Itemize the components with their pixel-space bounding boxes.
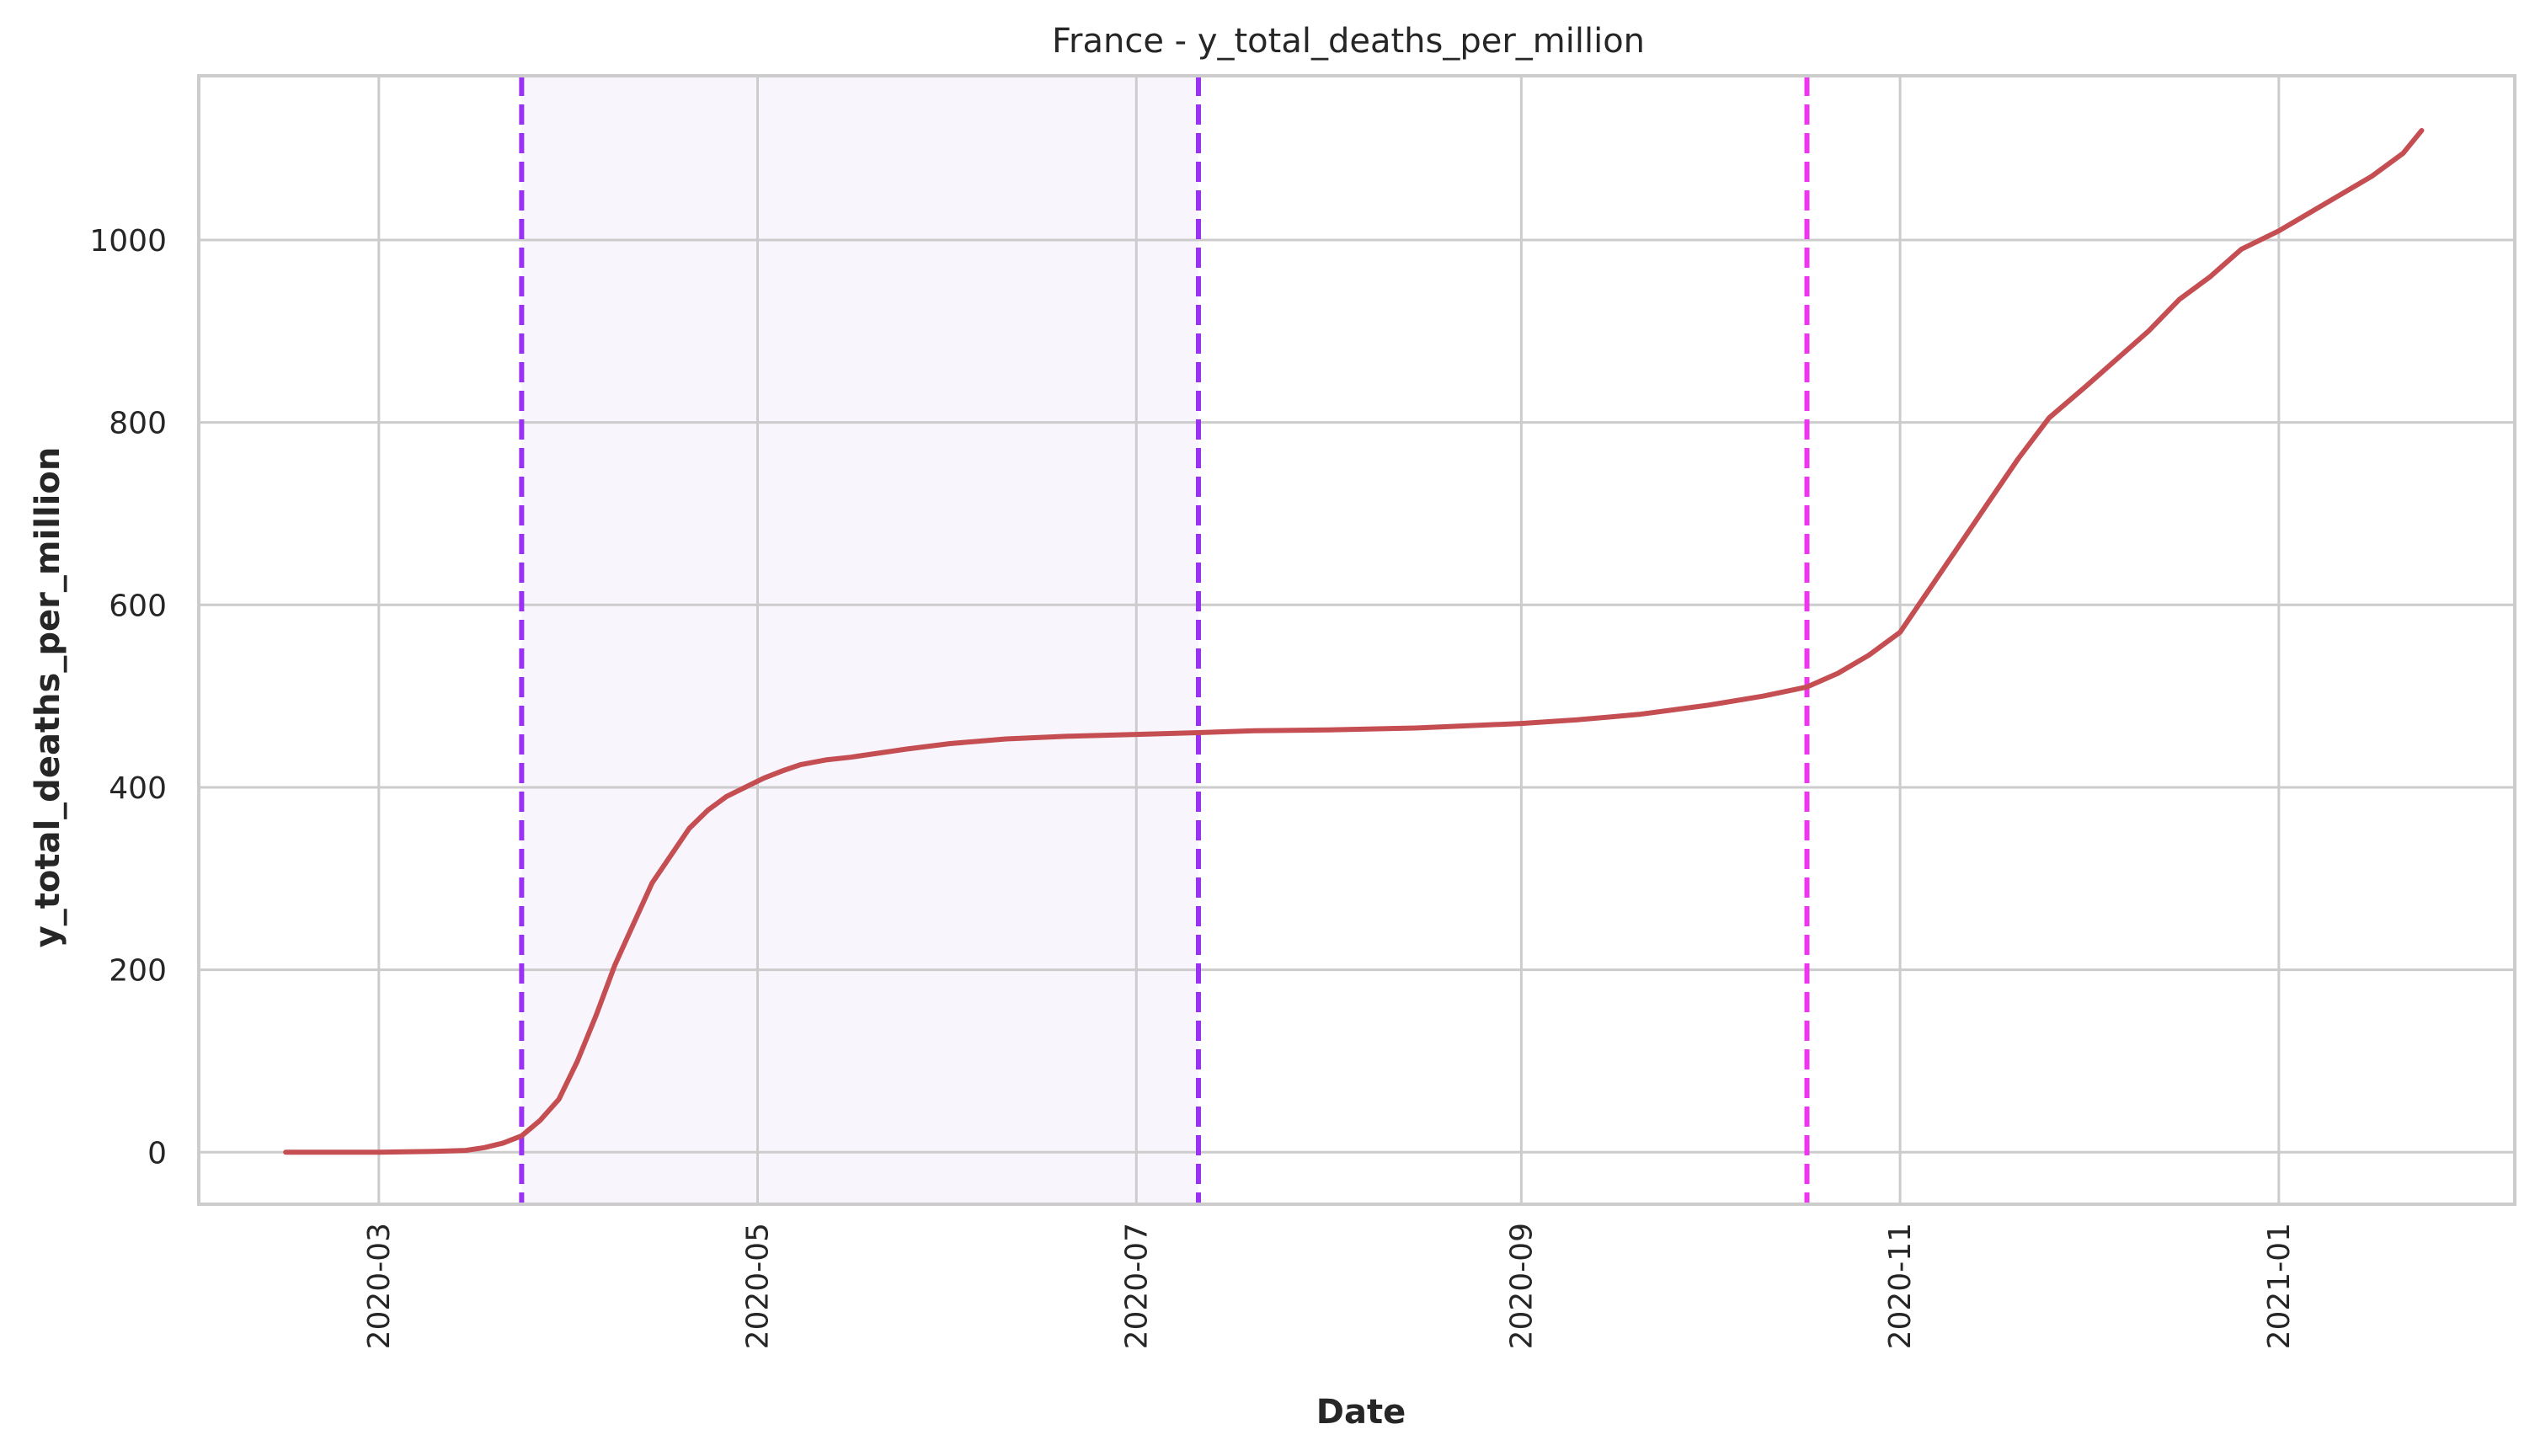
chart-title: France - y_total_deaths_per_million (1052, 22, 1645, 61)
y-tick-label: 600 (109, 589, 167, 623)
x-tick-label: 2020-05 (741, 1223, 776, 1349)
y-tick-label: 0 (147, 1136, 167, 1171)
x-tick-label: 2020-03 (362, 1223, 397, 1349)
y-tick-label: 200 (109, 954, 167, 989)
x-tick-label: 2021-01 (2262, 1223, 2297, 1349)
x-tick-label: 2020-09 (1504, 1223, 1539, 1349)
shaded-region (521, 76, 1198, 1204)
y-tick-label: 1000 (89, 224, 167, 259)
x-axis-label: Date (1316, 1393, 1406, 1432)
y-axis-label: y_total_deaths_per_million (29, 447, 67, 948)
series-line-1 (283, 128, 2425, 1155)
x-tick-label: 2020-11 (1883, 1223, 1918, 1349)
plot-frame (197, 74, 2516, 1206)
plot-area: 2020-03 2020-05 2020-07 2020-09 2020-11 2021-… (89, 74, 2516, 1349)
x-tick-label: 2020-07 (1119, 1223, 1154, 1349)
y-tick-label: 800 (109, 407, 167, 441)
y-tick-label: 400 (109, 771, 167, 806)
